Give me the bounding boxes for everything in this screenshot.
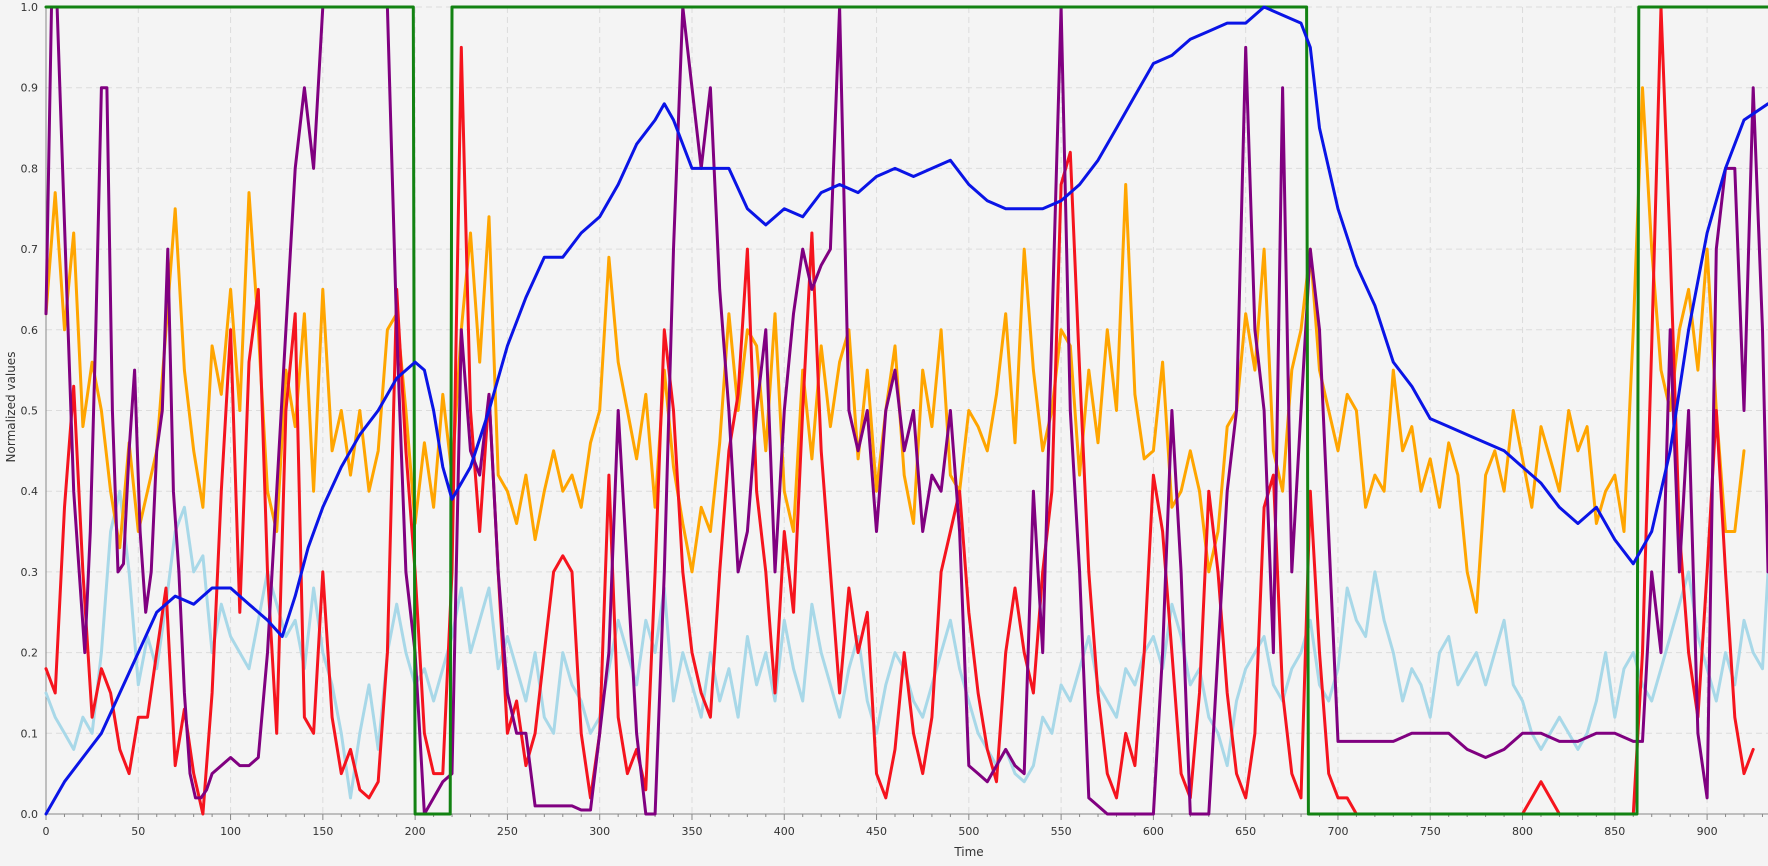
x-tick-label: 600 (1143, 825, 1164, 838)
series-layer (44, 5, 1768, 816)
series-line-light-blue (44, 489, 1768, 800)
x-tick-label: 50 (131, 825, 145, 838)
x-tick-label: 900 (1697, 825, 1718, 838)
x-tick-label: 650 (1235, 825, 1256, 838)
series-line-orange (44, 86, 1746, 614)
x-tick-label: 500 (958, 825, 979, 838)
series-line-blue (44, 5, 1768, 816)
x-tick-label: 100 (220, 825, 241, 838)
y-tick-label: 0.2 (21, 647, 39, 660)
y-tick-label: 0.3 (21, 566, 39, 579)
x-tick-label: 350 (681, 825, 702, 838)
x-tick-label: 150 (312, 825, 333, 838)
x-tick-label: 400 (774, 825, 795, 838)
x-tick-label: 250 (497, 825, 518, 838)
x-tick-label: 800 (1512, 825, 1533, 838)
x-tick-label: 0 (43, 825, 50, 838)
x-axis-title: Time (953, 845, 983, 859)
series-line-purple (44, 5, 1768, 816)
y-tick-label: 0.5 (21, 405, 39, 418)
y-tick-label: 1.0 (21, 1, 39, 14)
y-axis-title: Normalized values (4, 352, 18, 463)
x-tick-label: 550 (1051, 825, 1072, 838)
y-tick-label: 0.1 (21, 727, 39, 740)
x-tick-label: 300 (589, 825, 610, 838)
axes-layer: 0.0 0.1 0.2 0.3 0.4 0.5 0.6 0.7 0.8 0.9 1.0 0 50 100 1… (21, 1, 1768, 838)
series-line-green (44, 5, 1768, 816)
y-tick-label: 0.8 (21, 162, 39, 175)
y-tick-label: 0.7 (21, 243, 39, 256)
y-tick-label: 0.0 (21, 808, 39, 821)
x-tick-label: 700 (1327, 825, 1348, 838)
x-tick-label: 450 (866, 825, 887, 838)
labels-layer: Time Normalized values (4, 352, 984, 859)
x-tick-label: 200 (405, 825, 426, 838)
y-tick-label: 0.9 (21, 82, 39, 95)
y-tick-label: 0.4 (21, 485, 39, 498)
x-tick-label: 750 (1420, 825, 1441, 838)
y-tick-label: 0.6 (21, 324, 39, 337)
x-tick-label: 850 (1604, 825, 1625, 838)
